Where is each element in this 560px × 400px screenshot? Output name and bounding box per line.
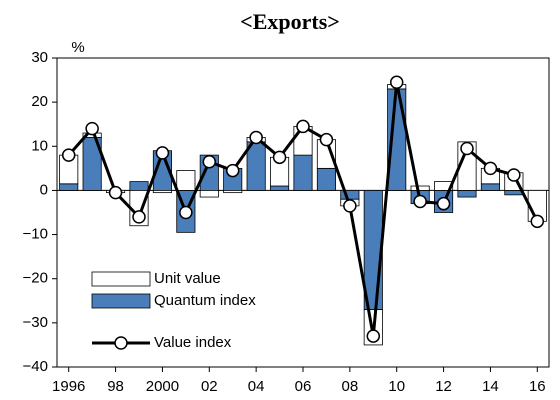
y-tick-label: −10 [23,226,48,243]
x-tick-label: 14 [482,378,499,395]
x-tick-label: 02 [201,378,218,395]
marker [202,154,217,169]
bar [434,181,454,191]
x-tick-label: 98 [107,378,124,395]
x-tick-label: 06 [295,378,312,395]
y-tick-label: 20 [31,93,48,110]
x-tick-label: 1996 [52,378,85,395]
bar [152,190,172,194]
marker [61,148,76,162]
x-tick-label: 08 [342,378,359,395]
legend-label: Value index [154,334,232,351]
marker [108,185,123,200]
legend-label: Unit value [154,270,221,287]
bar [363,190,383,311]
marker [507,168,521,182]
marker [249,130,263,145]
bar [270,185,290,191]
y-axis-label: % [71,39,84,56]
marker [225,163,240,178]
marker [389,75,404,90]
bar [457,190,477,198]
y-tick-label: −40 [23,358,48,375]
y-tick-label: −20 [23,270,48,287]
x-tick-label: 16 [529,378,546,395]
marker [272,150,287,165]
marker [132,210,146,224]
bar [129,181,149,191]
x-tick-label: 12 [435,378,452,395]
legend-swatch [91,293,151,309]
x-tick-label: 04 [248,378,265,395]
bar [59,183,79,191]
bar [246,141,266,191]
y-tick-label: 0 [40,181,48,198]
legend-label: Quantum index [154,292,256,309]
marker [319,132,334,147]
y-tick-label: −30 [23,314,48,331]
marker [413,194,427,209]
marker [483,161,498,176]
bar [504,190,524,196]
legend-swatch [91,271,151,287]
chart-title: <Exports> [240,9,340,34]
marker [296,119,310,134]
bar [176,170,196,191]
marker [179,205,193,220]
marker [155,146,170,160]
marker [343,199,357,213]
y-tick-label: 10 [31,137,48,154]
bar [480,183,500,191]
bar [223,190,243,194]
y-tick-label: 30 [31,49,48,66]
marker [366,329,381,343]
marker [530,214,545,229]
bar [293,154,313,191]
bar [410,185,430,191]
marker [460,141,474,156]
bar [316,167,336,191]
bar [199,190,219,198]
legend-swatch [114,336,128,350]
marker [85,121,99,136]
x-tick-label: 10 [388,378,405,395]
marker [436,196,451,211]
x-tick-label: 2000 [146,378,179,395]
